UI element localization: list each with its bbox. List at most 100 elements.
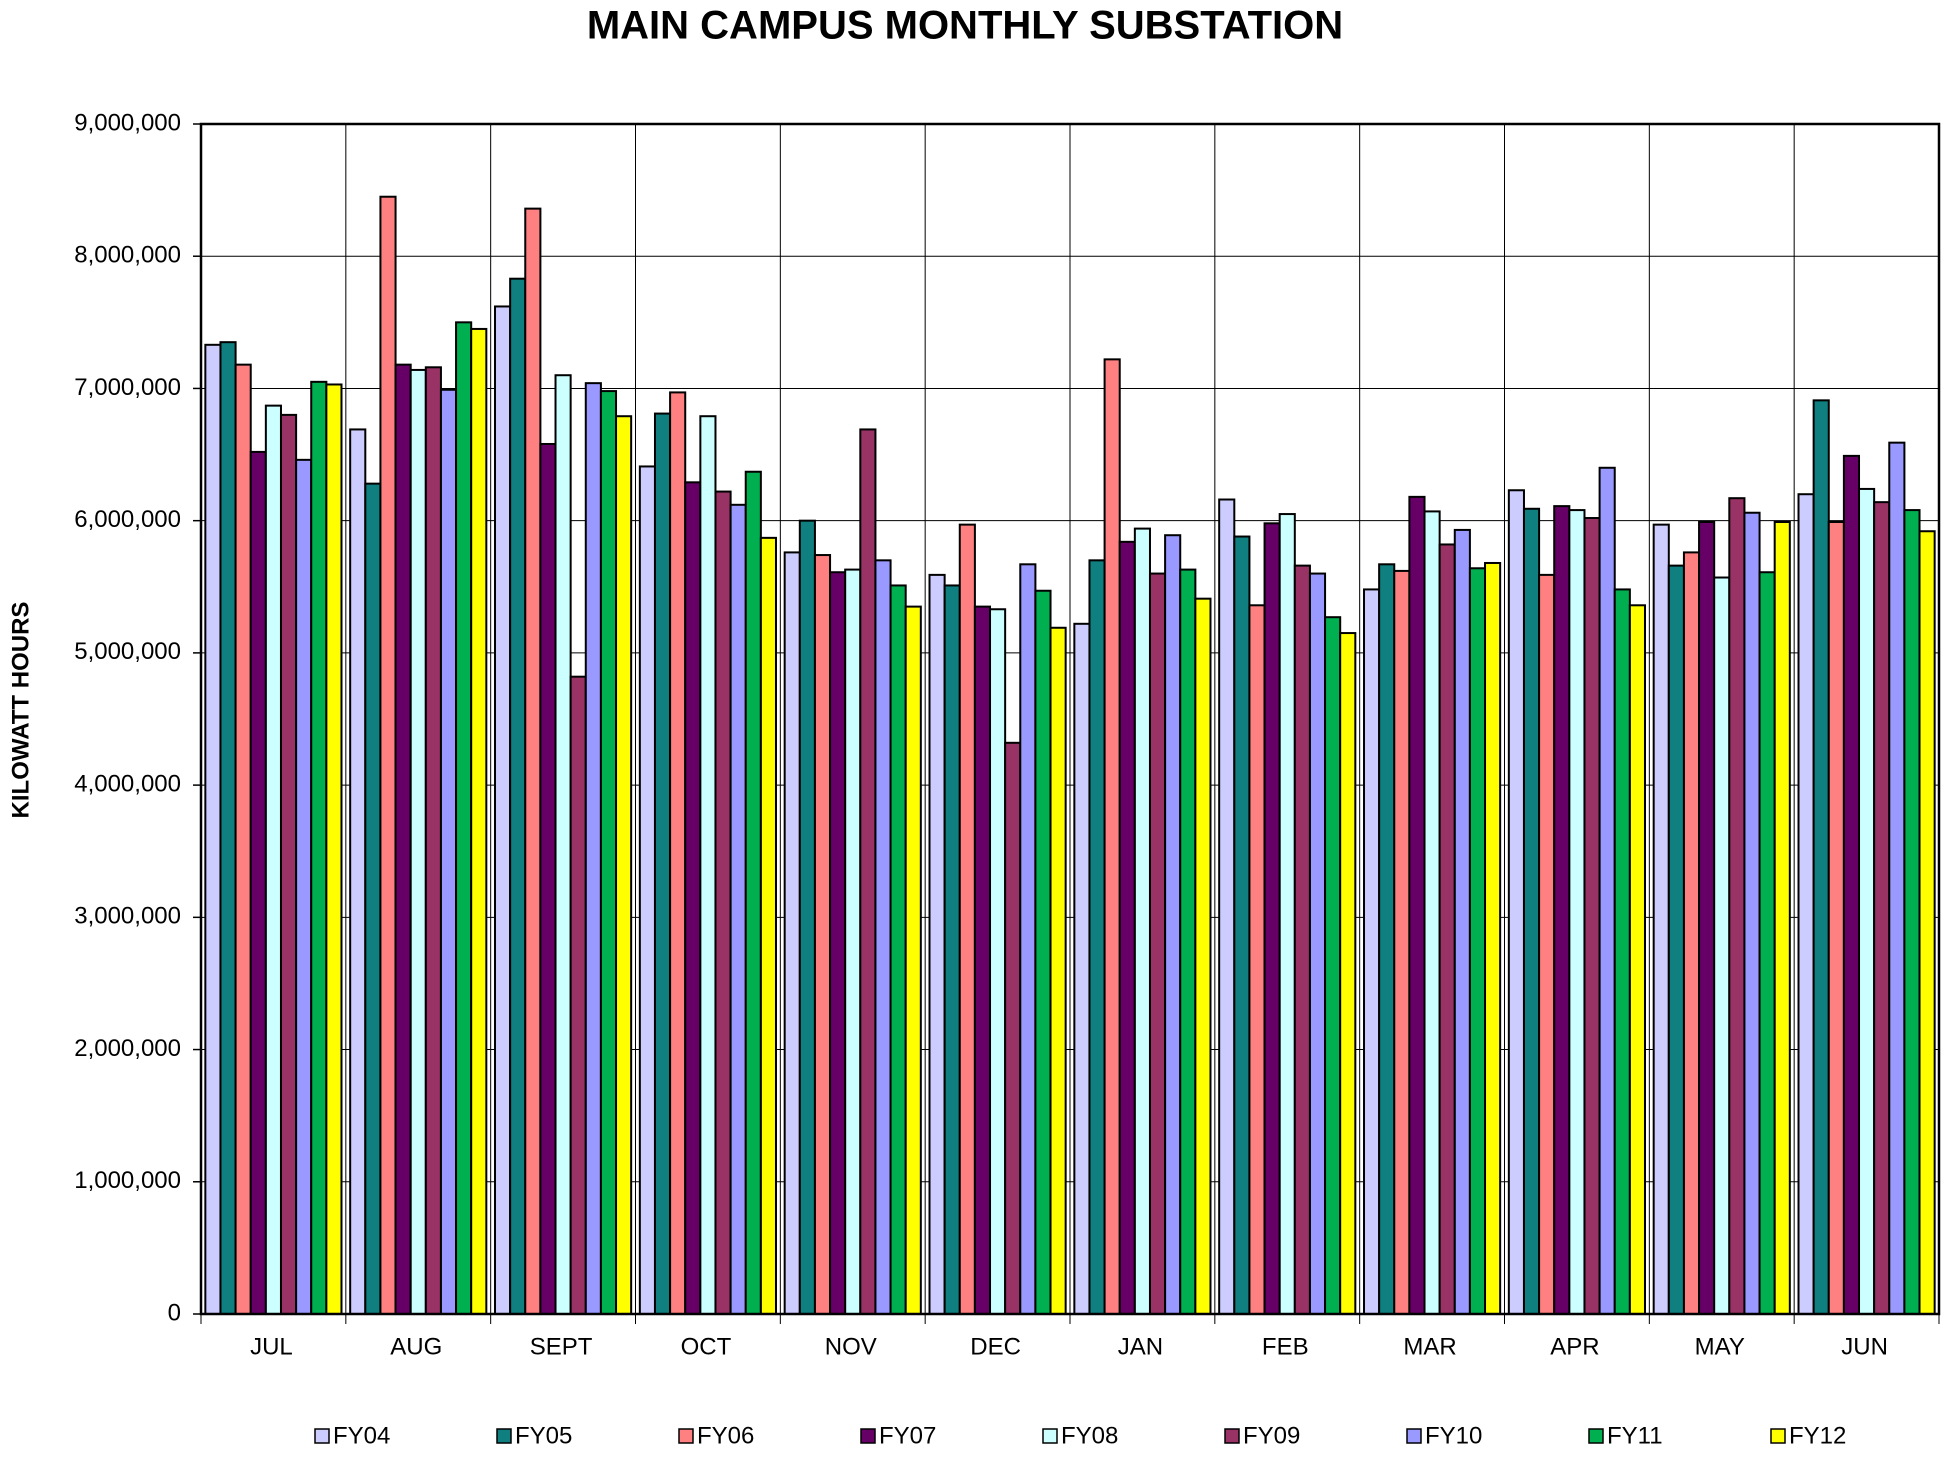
bar [1652, 523, 1670, 1315]
x-tick-label: MAR [1403, 1333, 1456, 1360]
legend-label: FY12 [1789, 1422, 1846, 1449]
bar [798, 519, 816, 1315]
bar [1728, 497, 1746, 1315]
bar [1278, 513, 1296, 1315]
bar [1468, 567, 1487, 1315]
x-tick-label: APR [1550, 1333, 1599, 1360]
bar [1583, 517, 1601, 1315]
bar [1598, 466, 1616, 1315]
bar [1888, 441, 1906, 1315]
bar [1293, 564, 1311, 1315]
chart-title: MAIN CAMPUS MONTHLY SUBSTATION [587, 4, 1343, 48]
bar [638, 465, 656, 1315]
bar [1553, 505, 1571, 1316]
y-tick-label: 5,000,000 [74, 638, 181, 665]
bar [1218, 498, 1236, 1315]
legend-label: FY06 [697, 1422, 754, 1449]
bar [1194, 597, 1212, 1315]
bar [325, 383, 343, 1315]
bar [1538, 573, 1556, 1315]
bar [844, 568, 862, 1315]
bar [249, 450, 267, 1315]
bar [759, 536, 777, 1315]
legend-swatch [1588, 1428, 1604, 1444]
legend-swatch [678, 1428, 694, 1444]
bar [349, 428, 367, 1315]
y-tick-label: 2,000,000 [74, 1035, 181, 1062]
x-tick-label: DEC [970, 1333, 1021, 1360]
bar [653, 412, 672, 1316]
bar [1873, 501, 1891, 1315]
bar [1613, 588, 1631, 1315]
legend-label: FY07 [879, 1422, 936, 1449]
bar [744, 470, 762, 1315]
bar [714, 490, 732, 1316]
bar [684, 481, 702, 1316]
bar [1363, 588, 1381, 1315]
bar [1568, 509, 1586, 1316]
bar [1034, 589, 1052, 1315]
bar [1073, 622, 1091, 1315]
bar [1842, 454, 1861, 1315]
bar [295, 458, 313, 1316]
bar [599, 390, 618, 1316]
bar [1507, 489, 1525, 1315]
bar [783, 551, 801, 1315]
legend-swatch [1770, 1428, 1786, 1444]
bar [1103, 358, 1121, 1316]
bar [554, 374, 572, 1315]
bar [1797, 493, 1815, 1315]
bar [310, 380, 328, 1316]
bar [874, 559, 892, 1315]
bar [1698, 520, 1716, 1315]
bar [379, 195, 397, 1316]
bar [569, 675, 587, 1315]
bar [509, 277, 527, 1316]
bar [1179, 568, 1197, 1315]
bar [1049, 626, 1067, 1315]
bar [494, 305, 512, 1315]
bar [889, 584, 907, 1315]
bar [1263, 522, 1281, 1315]
bar [1484, 561, 1502, 1315]
bar [1713, 576, 1731, 1315]
legend-swatch [1406, 1428, 1422, 1444]
bar [1522, 507, 1541, 1315]
bar [264, 404, 282, 1315]
legend-label: FY05 [515, 1422, 572, 1449]
legend-swatch [1224, 1428, 1240, 1444]
bar [859, 428, 877, 1315]
bar [1758, 571, 1776, 1315]
bar [973, 605, 992, 1315]
x-tick-label: SEPT [530, 1333, 593, 1360]
bar [1308, 572, 1327, 1315]
bar [364, 482, 382, 1315]
bar [1088, 559, 1106, 1315]
bar [1827, 520, 1845, 1315]
bar [1858, 487, 1876, 1315]
legend-label: FY04 [333, 1422, 390, 1449]
bar [455, 321, 473, 1316]
bar [1408, 495, 1426, 1316]
bar [1773, 520, 1791, 1315]
legend-swatch [1042, 1428, 1058, 1444]
x-tick-label: JAN [1118, 1333, 1163, 1360]
bar [904, 605, 922, 1315]
legend-label: FY10 [1425, 1422, 1482, 1449]
y-axis-label: KILOWATT HOURS [7, 602, 34, 819]
bar [1667, 564, 1685, 1315]
y-tick-label: 9,000,000 [74, 109, 181, 136]
bar [813, 554, 832, 1315]
bar [1682, 551, 1701, 1315]
bar [539, 442, 557, 1315]
bar [1743, 511, 1761, 1315]
bar [1233, 535, 1251, 1315]
legend-swatch [496, 1428, 512, 1444]
bar [928, 573, 946, 1315]
bar [1918, 530, 1936, 1315]
bar [394, 363, 412, 1315]
bar [219, 341, 237, 1315]
bar [1164, 534, 1182, 1315]
bar [989, 608, 1007, 1315]
